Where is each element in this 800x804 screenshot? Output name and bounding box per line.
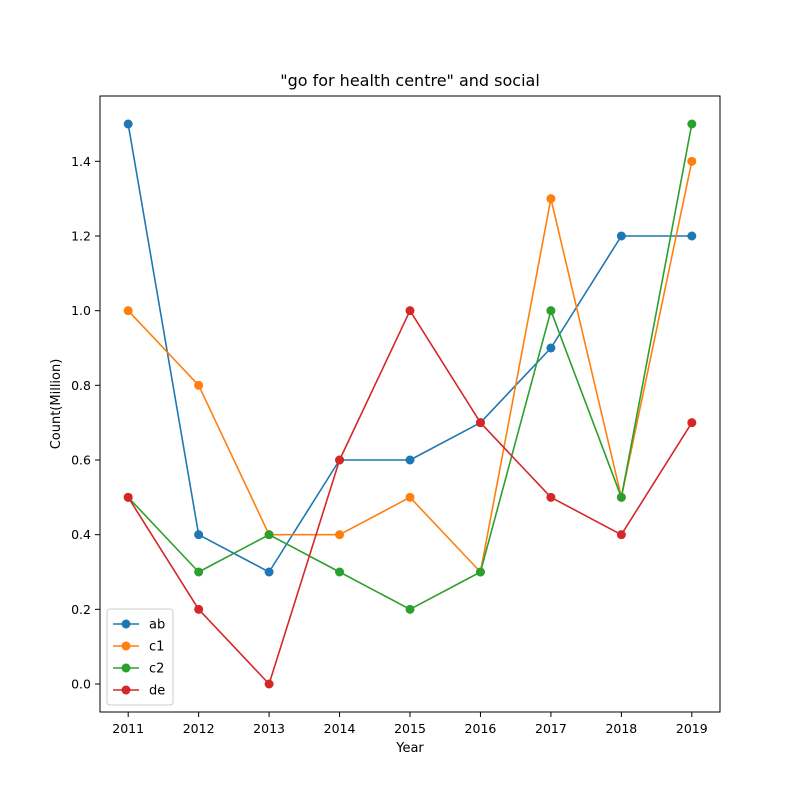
data-point-de xyxy=(687,418,697,428)
legend-marker-c1 xyxy=(121,641,131,651)
data-point-c1 xyxy=(123,306,133,316)
chart-title: "go for health centre" and social xyxy=(280,71,540,90)
data-point-c2 xyxy=(405,604,415,614)
y-tick-label: 0.4 xyxy=(71,527,91,542)
data-point-c1 xyxy=(687,156,697,166)
x-tick-label: 2013 xyxy=(253,721,285,736)
y-tick-label: 1.2 xyxy=(71,229,91,244)
data-point-de xyxy=(616,530,626,540)
data-point-de xyxy=(335,455,345,465)
x-tick-label: 2014 xyxy=(324,721,356,736)
legend-label-c2: c2 xyxy=(149,662,164,677)
data-point-ab xyxy=(405,455,415,465)
x-tick-label: 2016 xyxy=(465,721,497,736)
plot-frame xyxy=(99,95,721,713)
data-point-ab xyxy=(194,530,204,540)
data-point-c2 xyxy=(194,567,204,577)
data-point-ab xyxy=(123,119,133,129)
data-point-c2 xyxy=(546,306,556,316)
data-point-c2 xyxy=(475,567,485,577)
data-point-c2 xyxy=(335,567,345,577)
data-point-ab xyxy=(546,343,556,353)
legend-marker-ab xyxy=(121,619,131,629)
series-line-c2 xyxy=(127,123,693,611)
data-point-c2 xyxy=(616,492,626,502)
data-point-de xyxy=(475,418,485,428)
x-tick-label: 2017 xyxy=(535,721,567,736)
y-tick-label: 0.0 xyxy=(71,677,91,692)
x-tick-label: 2015 xyxy=(394,721,426,736)
data-point-ab xyxy=(616,231,626,241)
y-tick-label: 0.8 xyxy=(71,378,91,393)
legend-marker-c2 xyxy=(121,663,131,673)
data-point-de xyxy=(546,492,556,502)
data-point-c2 xyxy=(264,530,274,540)
series-line-ab xyxy=(127,123,692,573)
legend-marker-de xyxy=(121,685,131,695)
legend-label-ab: ab xyxy=(149,618,165,633)
y-tick-label: 1.4 xyxy=(71,154,91,169)
legend-label-de: de xyxy=(149,684,165,699)
y-tick-label: 0.2 xyxy=(71,602,91,617)
data-point-c1 xyxy=(335,530,345,540)
data-point-de xyxy=(194,604,204,614)
y-tick-label: 0.6 xyxy=(71,453,91,468)
data-point-c1 xyxy=(194,380,204,390)
x-tick-label: 2012 xyxy=(183,721,215,736)
plot-area: 2011 2012 2013 2014 2015 2016 2017 2018 2019 0.0 0… xyxy=(71,95,721,736)
x-axis-label: Year xyxy=(395,741,424,756)
data-point-ab xyxy=(264,567,274,577)
legend: ab c1 c2 de xyxy=(106,608,174,706)
data-point-ab xyxy=(687,231,697,241)
y-tick-label: 1.0 xyxy=(71,303,91,318)
data-point-de xyxy=(264,679,274,689)
data-point-de xyxy=(123,492,133,502)
x-tick-label: 2018 xyxy=(605,721,637,736)
legend-label-c1: c1 xyxy=(149,640,164,655)
data-point-de xyxy=(405,306,415,316)
x-tick-label: 2011 xyxy=(112,721,144,736)
data-point-c2 xyxy=(687,119,697,129)
legend-box xyxy=(106,608,174,706)
y-axis-label: Count(Million) xyxy=(49,359,64,450)
series-line-c1 xyxy=(127,161,693,573)
data-point-c1 xyxy=(546,194,556,204)
data-point-c1 xyxy=(405,492,415,502)
x-tick-label: 2019 xyxy=(676,721,708,736)
